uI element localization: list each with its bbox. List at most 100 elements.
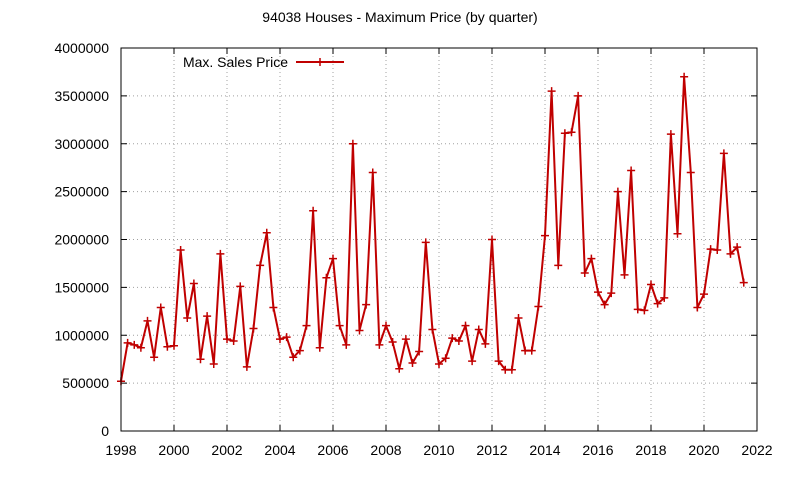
x-tick-label: 2012 <box>476 442 507 458</box>
data-point-marker <box>468 357 477 366</box>
data-point-marker <box>276 335 284 344</box>
data-series <box>117 72 748 386</box>
x-tick-label: 2010 <box>423 442 454 458</box>
data-point-marker <box>594 288 602 297</box>
data-point-marker <box>647 280 655 289</box>
x-tick-label: 2006 <box>317 442 348 458</box>
data-point-marker <box>726 249 735 258</box>
data-point-marker <box>448 334 457 343</box>
data-point-marker <box>653 299 662 308</box>
y-tick-label: 1500000 <box>54 279 109 295</box>
data-point-marker <box>739 278 748 287</box>
data-point-marker <box>574 91 583 100</box>
series-line <box>120 76 745 382</box>
data-point-marker <box>640 306 649 315</box>
data-point-marker <box>315 343 324 352</box>
y-tick-label: 2000000 <box>54 232 109 248</box>
data-point-marker <box>474 325 483 334</box>
data-point-marker <box>415 347 424 356</box>
data-point-marker <box>156 303 165 312</box>
y-tick-label: 3000000 <box>54 136 109 152</box>
y-tick-label: 4000000 <box>54 40 109 56</box>
data-point-marker <box>242 362 251 371</box>
data-point-marker <box>342 340 351 349</box>
data-point-marker <box>554 261 563 270</box>
data-point-marker <box>196 355 205 364</box>
data-point-marker <box>322 273 331 282</box>
data-point-marker <box>461 321 470 330</box>
data-point-marker <box>256 261 265 270</box>
data-point-marker <box>686 168 695 177</box>
data-point-marker <box>620 270 629 279</box>
data-point-marker <box>229 336 238 345</box>
data-point-marker <box>719 149 728 158</box>
data-point-marker <box>693 303 702 312</box>
data-point-marker <box>209 359 218 368</box>
data-point-marker <box>329 254 337 263</box>
data-point-marker <box>454 336 463 345</box>
data-point-marker <box>587 254 596 263</box>
x-tick-label: 2016 <box>582 442 613 458</box>
data-point-marker <box>362 300 371 309</box>
data-point-marker <box>236 282 245 291</box>
data-point-marker <box>302 321 311 330</box>
x-tick-label: 2008 <box>370 442 401 458</box>
data-point-marker <box>547 87 556 96</box>
data-point-marker <box>375 340 384 349</box>
data-point-marker <box>428 325 437 334</box>
y-tick-label: 500000 <box>62 375 109 391</box>
data-point-marker <box>348 139 357 148</box>
data-point-marker <box>262 228 271 237</box>
data-point-marker <box>441 354 450 363</box>
data-point-marker <box>216 249 225 258</box>
data-point-marker <box>150 353 159 362</box>
data-point-marker <box>382 321 390 330</box>
x-tick-label: 2000 <box>158 442 189 458</box>
data-point-marker <box>527 346 536 355</box>
data-point-marker <box>613 187 622 196</box>
x-tick-label: 2018 <box>635 442 666 458</box>
data-point-marker <box>176 246 185 255</box>
data-point-marker <box>388 337 397 346</box>
data-point-marker <box>494 357 503 366</box>
y-tick-label: 0 <box>101 423 109 439</box>
data-point-marker <box>136 343 145 352</box>
x-tick-label: 2014 <box>529 442 560 458</box>
data-point-marker <box>680 72 689 81</box>
axes: 0 500000 1000000 1500000 2000000 2500000 30000… <box>54 40 772 458</box>
data-point-marker <box>580 269 589 278</box>
data-point-marker <box>534 302 543 311</box>
data-point-marker <box>633 305 642 314</box>
chart-title: 94038 Houses - Maximum Price (by quarter… <box>262 9 537 25</box>
y-tick-label: 1000000 <box>54 327 109 343</box>
x-tick-label: 1998 <box>105 442 136 458</box>
grid-lines <box>121 48 757 431</box>
data-point-marker <box>401 335 410 344</box>
x-tick-label: 2020 <box>688 442 719 458</box>
data-point-marker <box>309 206 318 215</box>
data-point-marker <box>567 128 576 137</box>
data-point-marker <box>289 353 298 362</box>
y-tick-label: 3500000 <box>54 88 109 104</box>
data-point-marker <box>295 346 304 355</box>
data-point-marker <box>355 326 364 335</box>
data-point-marker <box>408 359 417 368</box>
data-point-marker <box>395 364 404 373</box>
data-point-marker <box>600 300 609 309</box>
x-tick-label: 2004 <box>264 442 295 458</box>
data-point-marker <box>269 303 278 312</box>
data-point-marker <box>421 238 430 247</box>
data-point-marker <box>249 324 258 333</box>
legend-marker-plus <box>316 58 324 66</box>
data-point-marker <box>368 168 377 177</box>
legend-plus-glyph <box>316 58 324 66</box>
data-point-marker <box>203 312 212 321</box>
data-point-marker <box>700 290 708 299</box>
data-point-marker <box>183 314 192 323</box>
data-point-marker <box>435 359 443 368</box>
data-point-marker <box>713 246 722 255</box>
data-point-marker <box>282 333 291 342</box>
legend: Max. Sales Price <box>183 54 344 70</box>
x-tick-label: 2002 <box>211 442 242 458</box>
data-point-marker <box>507 365 516 374</box>
